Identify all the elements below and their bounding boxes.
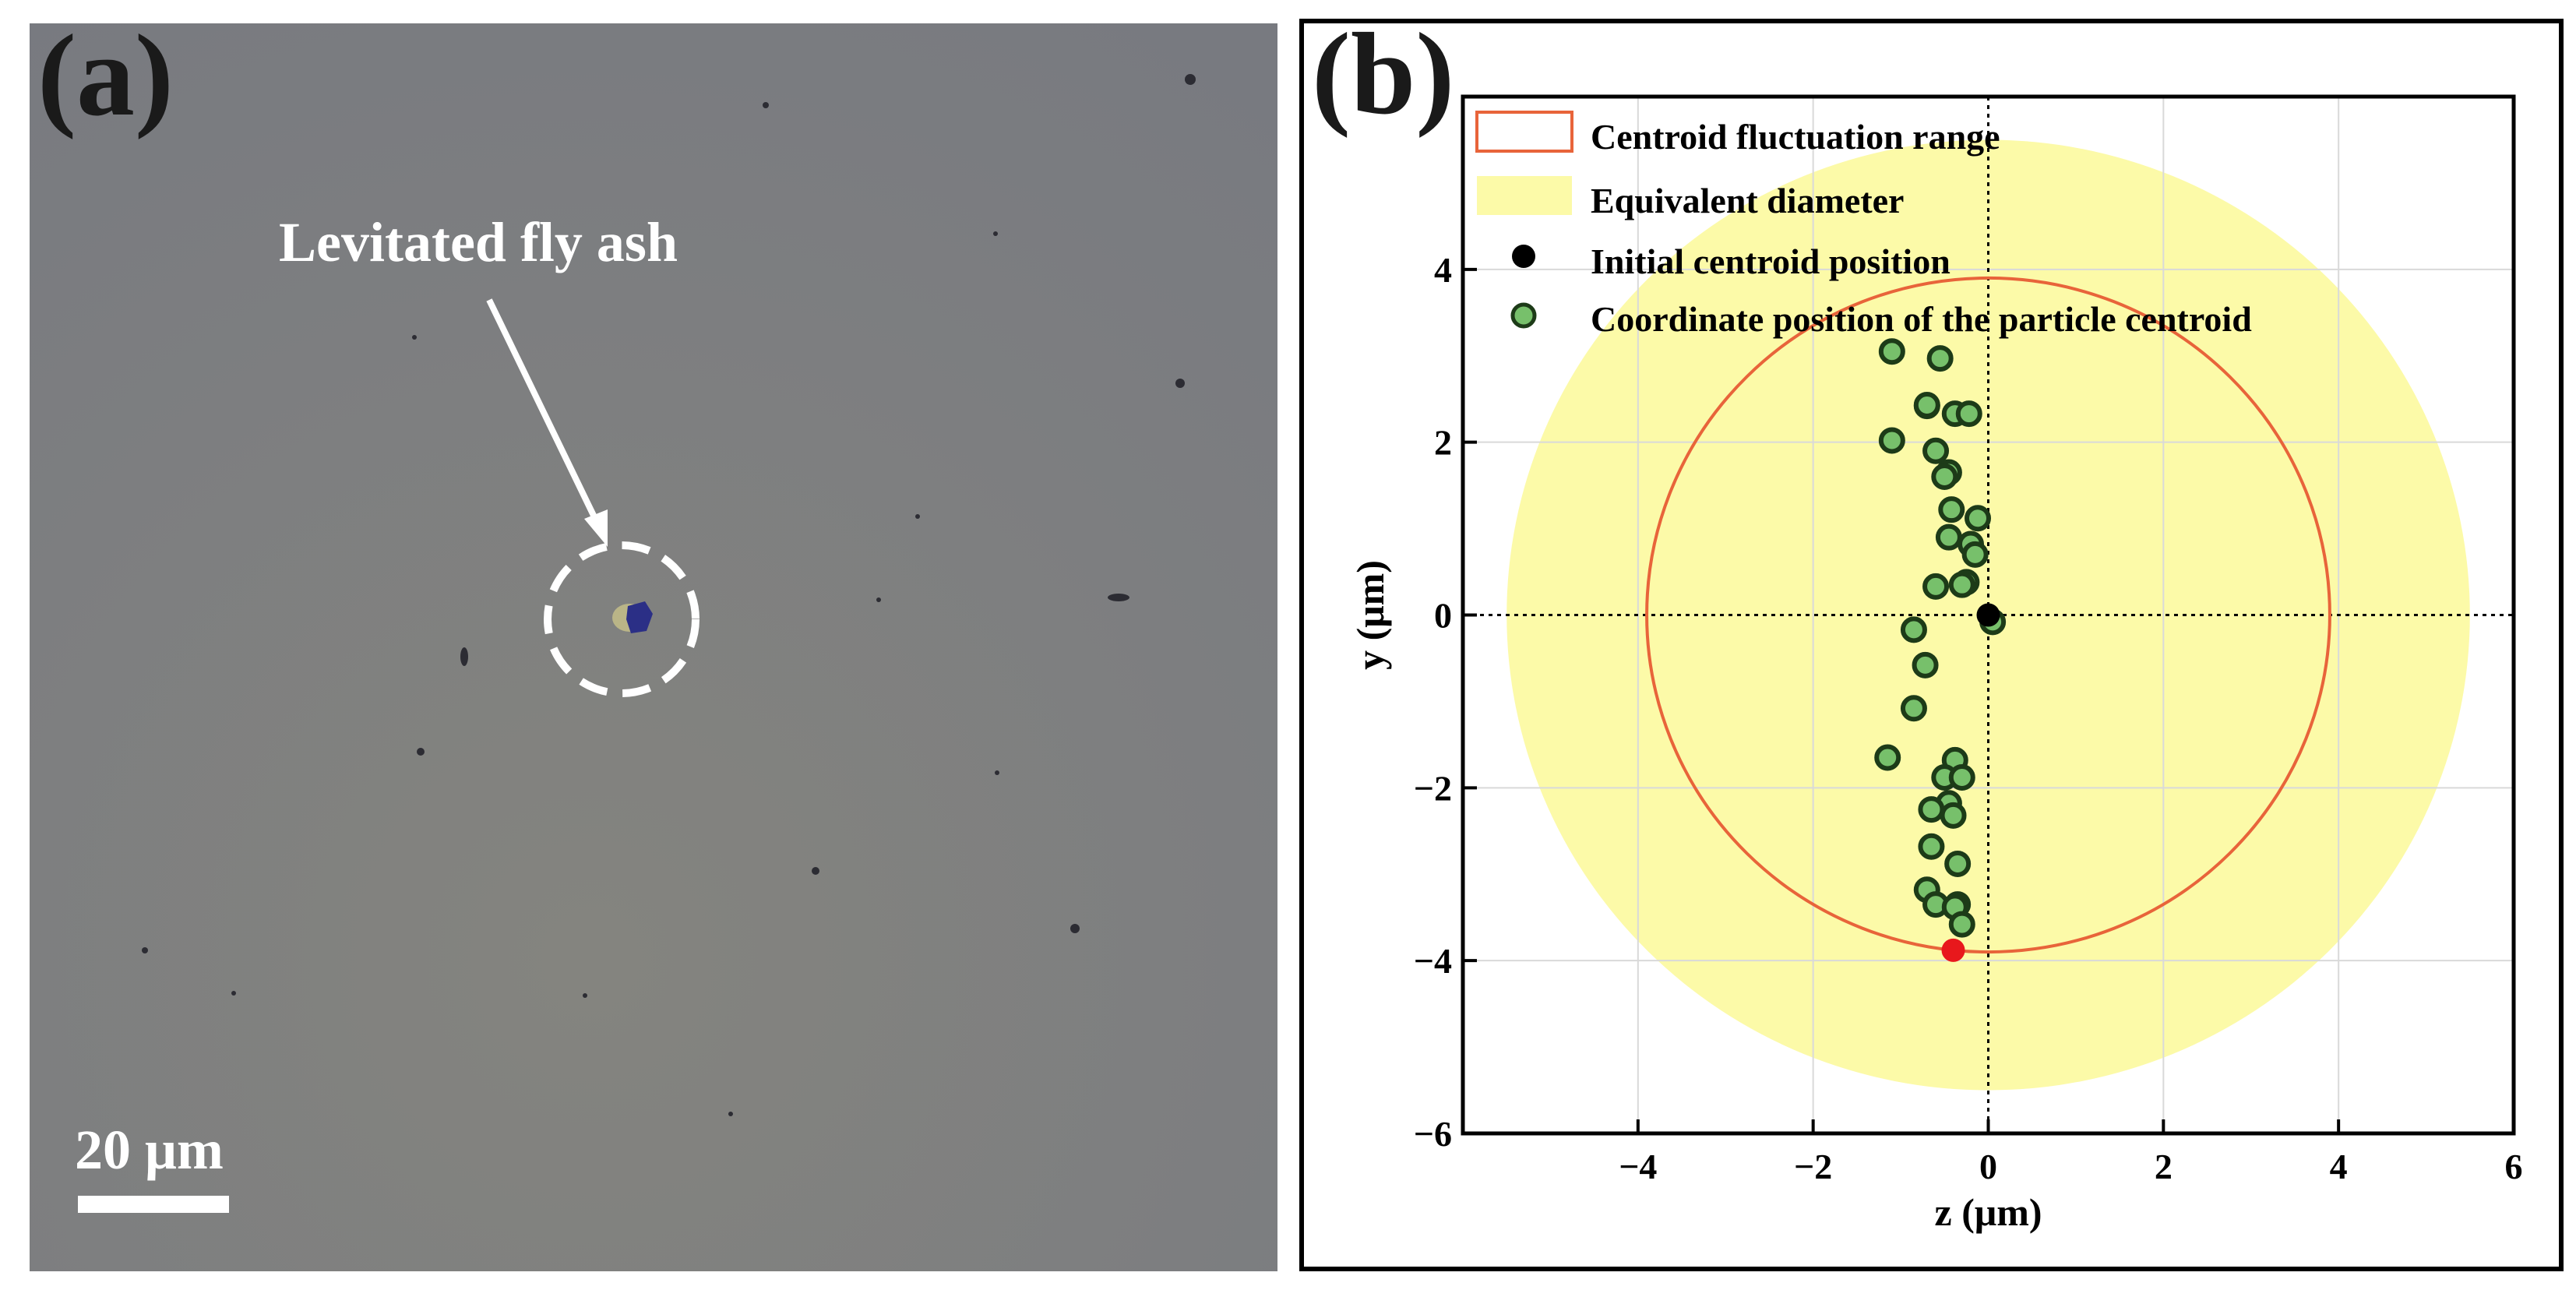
legend-label-fluct: Centroid fluctuation range <box>1591 117 2000 157</box>
centroid-point <box>1931 463 1958 491</box>
legend-swatch-equivalent <box>1477 176 1572 215</box>
highlight-point <box>1941 938 1965 962</box>
centroid-point <box>1961 541 1989 568</box>
legend-label-equiv: Equivalent diameter <box>1591 181 1904 220</box>
centroid-point <box>1938 496 1965 523</box>
centroid-point <box>1940 802 1967 829</box>
centroid-point <box>1918 833 1945 860</box>
dashed-highlight-circle <box>544 541 700 697</box>
panel-label-b: (b) <box>1312 9 1455 139</box>
centroid-point <box>1955 400 1982 428</box>
y-tick-label: −2 <box>1414 768 1452 808</box>
fly-ash-particle <box>612 601 653 633</box>
legend-swatch-coords <box>1510 302 1537 329</box>
centroid-point <box>1965 505 1992 532</box>
dust-specks <box>142 74 1196 1116</box>
centroid-point <box>1926 345 1954 372</box>
centroid-point <box>1918 796 1945 823</box>
centroid-point <box>1912 651 1939 678</box>
legend-swatch-initial <box>1512 245 1535 268</box>
legend-swatch-fluctuation <box>1475 111 1573 153</box>
y-tick-label: −6 <box>1414 1114 1452 1154</box>
centroid-point <box>1935 523 1962 551</box>
annotation-arrow <box>486 298 608 547</box>
image-background <box>30 23 1277 1271</box>
centroid-fluctuation-ring <box>1645 276 2331 954</box>
centroid-point <box>1874 744 1901 771</box>
centroid-point <box>1913 391 1940 418</box>
legend-label-coords: Coordinate position of the particle cent… <box>1591 299 2252 339</box>
centroid-point <box>1878 338 1905 365</box>
panel-label-a: (a) <box>37 23 174 140</box>
centroid-scatter-chart: −4 −2 0 2 4 6 −6 −4 −2 0 2 4 z (μm) y (μm) Centroid fl… <box>1348 94 2523 1234</box>
scale-bar <box>78 1196 229 1213</box>
centroid-point <box>1948 571 1975 598</box>
centroid-point <box>1948 911 1975 938</box>
centroid-point <box>1922 437 1950 464</box>
x-axis-label: z (μm) <box>1935 1190 2042 1234</box>
legend-label-initial: Initial centroid position <box>1591 241 1951 281</box>
x-tick-label: 2 <box>2155 1147 2173 1186</box>
centroid-point <box>1922 573 1950 600</box>
centroid-point <box>1878 427 1905 454</box>
y-tick-label: 2 <box>1434 423 1452 463</box>
centroid-point <box>1900 616 1927 643</box>
levitated-fly-ash-label: Levitated fly ash <box>279 211 678 273</box>
x-tick-label: −4 <box>1619 1147 1657 1186</box>
scale-bar-label: 20 μm <box>75 1119 224 1181</box>
y-tick-label: 4 <box>1434 250 1452 290</box>
centroid-point <box>1944 850 1972 877</box>
x-tick-label: 4 <box>2330 1147 2348 1186</box>
x-tick-label: −2 <box>1794 1147 1832 1186</box>
microscope-image <box>30 23 1277 1271</box>
y-tick-label: 0 <box>1434 596 1452 636</box>
x-tick-label: 6 <box>2505 1147 2523 1186</box>
centroid-point <box>1948 764 1975 791</box>
y-tick-label: −4 <box>1414 941 1452 981</box>
x-tick-label: 0 <box>1979 1147 1997 1186</box>
centroid-point <box>1900 695 1927 722</box>
y-axis-label: y (μm) <box>1348 560 1392 670</box>
centroid-chart-panel: −4 −2 0 2 4 6 −6 −4 −2 0 2 4 z (μm) y (μm) Centroid fl… <box>1299 9 2564 1271</box>
initial-centroid-point <box>1976 603 2000 627</box>
microscope-image-panel: (a) Levitated fly ash 20 μm <box>30 23 1277 1271</box>
